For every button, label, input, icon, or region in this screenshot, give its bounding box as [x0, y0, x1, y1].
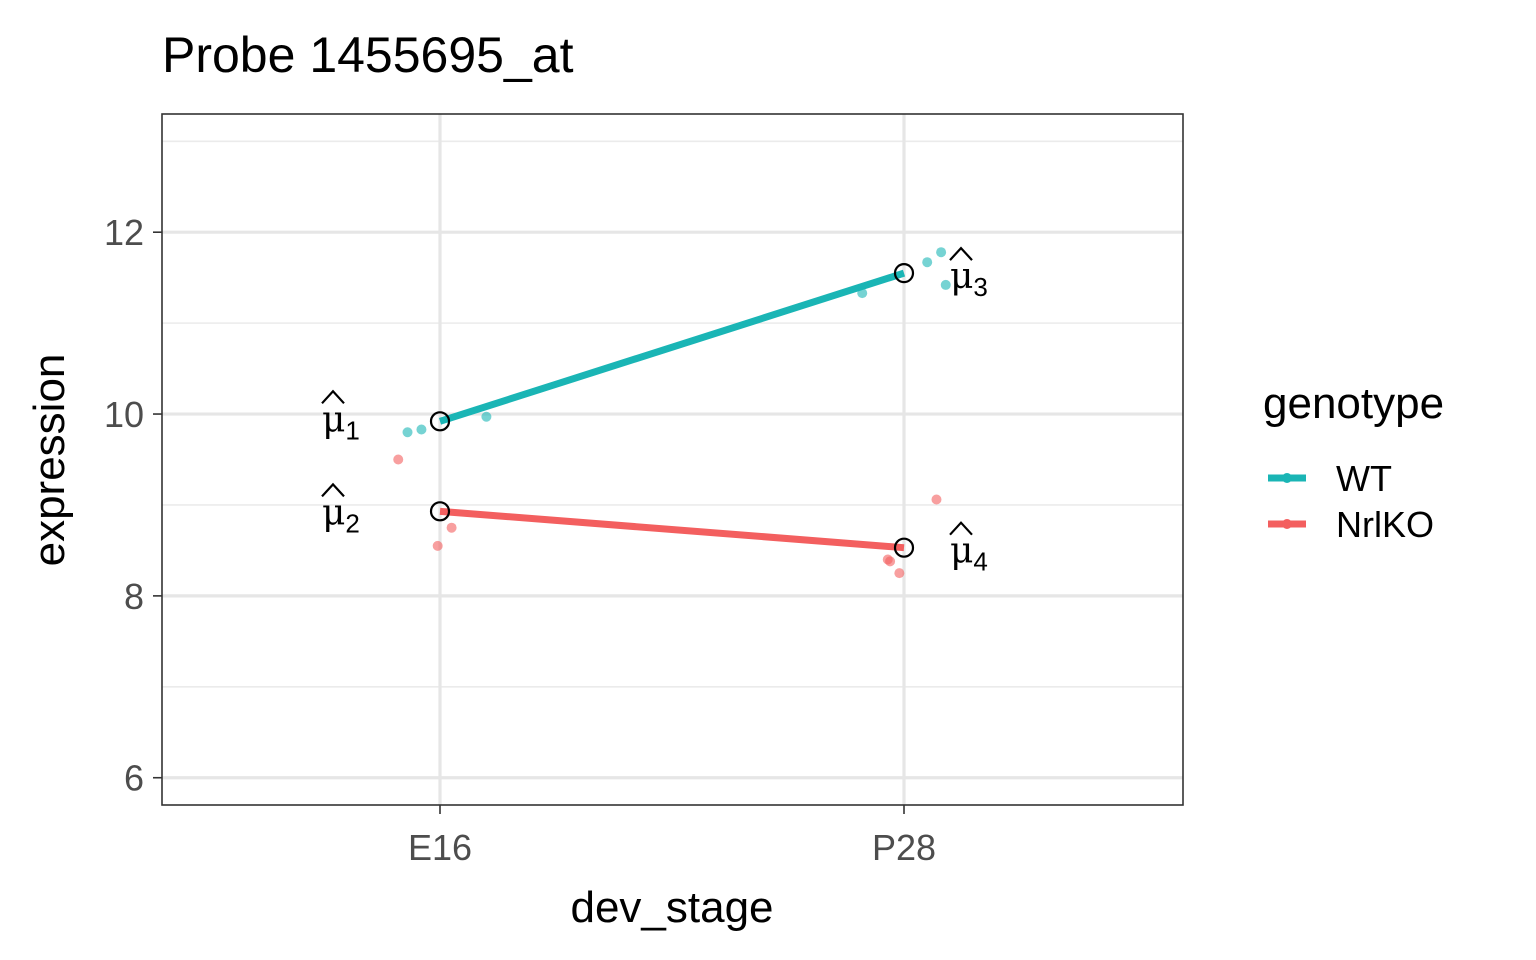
data-point-wt — [481, 411, 492, 422]
chart-title: Probe 1455695_at — [162, 27, 574, 83]
data-point-nrlko — [894, 568, 905, 579]
grid-lines — [162, 114, 1183, 805]
data-point-wt — [857, 288, 868, 299]
series-lines — [438, 269, 906, 552]
mean-marker — [429, 501, 451, 522]
data-point-nrlko — [446, 522, 457, 533]
legend-label-wt: WT — [1336, 458, 1392, 499]
data-point-nrlko — [432, 540, 443, 551]
legend-title: genotype — [1263, 379, 1444, 428]
y-tick-label: 6 — [124, 758, 144, 799]
data-point-wt — [936, 247, 947, 258]
legend-key-point-nrlko — [1282, 519, 1292, 529]
plot-panel-background — [162, 114, 1183, 805]
data-point-nrlko — [885, 556, 896, 567]
y-tick-label: 8 — [124, 576, 144, 617]
data-points — [393, 247, 951, 579]
y-axis-title: expression — [25, 354, 74, 567]
series-line-nrlko — [439, 507, 905, 552]
legend-key-point-wt — [1282, 473, 1292, 483]
legend-label-nrlko: NrlKO — [1336, 504, 1434, 545]
data-point-wt — [416, 424, 427, 435]
y-tick-label: 12 — [104, 212, 144, 253]
x-tick-label: P28 — [872, 827, 936, 868]
mu-hat-caret — [321, 482, 345, 498]
mu-hat-caret — [949, 521, 973, 536]
mu-hat-caret — [321, 389, 345, 405]
mu-hat-subscript: 4 — [973, 547, 987, 577]
data-point-wt — [922, 257, 933, 268]
data-point-nrlko — [931, 494, 942, 505]
mean-marker — [893, 537, 915, 558]
mu-hat-caret — [949, 246, 973, 261]
mu-hat-label-2: μ2 — [322, 492, 360, 538]
mean-marker — [429, 411, 451, 432]
mu-hat-subscript: 3 — [973, 272, 987, 302]
plot-panel-border — [161, 113, 1184, 806]
mu-hat-subscript: 1 — [345, 415, 359, 445]
x-axis-title: dev_stage — [570, 883, 773, 932]
data-point-nrlko — [393, 454, 404, 465]
mean-markers — [429, 263, 915, 558]
legend: genotype WT NrlKO — [1263, 379, 1444, 545]
mu-hat-subscript: 2 — [345, 508, 359, 538]
series-line-wt — [438, 269, 906, 425]
y-tick-label: 10 — [104, 394, 144, 435]
mean-marker — [893, 263, 915, 284]
data-point-wt — [940, 279, 951, 290]
data-point-wt — [402, 427, 413, 438]
x-tick-label: E16 — [408, 827, 472, 868]
